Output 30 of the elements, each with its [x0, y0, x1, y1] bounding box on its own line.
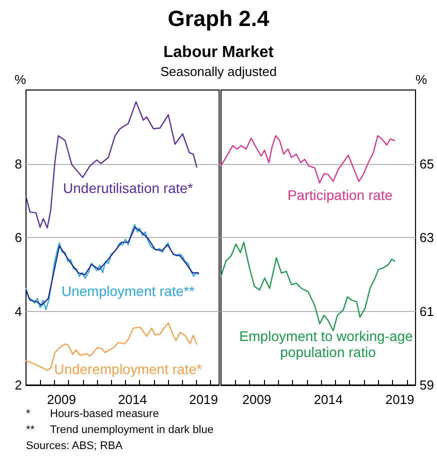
- chart-subtitle: Labour Market: [162, 44, 275, 62]
- text: * Hours-based measure: [26, 408, 159, 420]
- x-tick-label: 2019: [189, 392, 218, 407]
- line-series: [220, 242, 396, 332]
- y-tick-label: 63: [420, 230, 434, 245]
- text: ** Trend unemployment in dark blue: [26, 424, 214, 436]
- x-tick-label: 2014: [314, 392, 343, 407]
- y-tick-label: 59: [420, 378, 434, 392]
- x-tick-label: 2009: [242, 392, 272, 407]
- y-tick-label: 61: [420, 304, 434, 319]
- y-axis-title: %: [416, 72, 428, 87]
- y-tick-label: 2: [14, 378, 22, 392]
- line-series: [25, 101, 198, 229]
- series-label: Unemployment rate**: [61, 283, 196, 299]
- y-tick-label: 65: [420, 156, 434, 172]
- y-axis-title: %: [14, 72, 26, 87]
- y-tick-label: 8: [14, 156, 22, 172]
- x-tick-label: 2019: [385, 392, 414, 407]
- source-note: Sources: ABS; RBA: [26, 440, 123, 452]
- series-label: Employment to working-age population ratio: [239, 328, 417, 360]
- x-tick-label: 2014: [118, 392, 147, 407]
- series-label: Underutilisation rate*: [63, 180, 194, 196]
- series-label: Participation rate: [287, 187, 393, 203]
- y-tick-label: 6: [14, 230, 22, 245]
- line-series: [220, 135, 396, 184]
- series-label: Underemployment rate*: [54, 361, 202, 377]
- chart-title: Graph 2.4: [166, 6, 270, 32]
- text: Seasonally adjusted: [160, 64, 277, 79]
- y-tick-label: 4: [14, 304, 22, 319]
- x-tick-label: 2009: [47, 392, 76, 407]
